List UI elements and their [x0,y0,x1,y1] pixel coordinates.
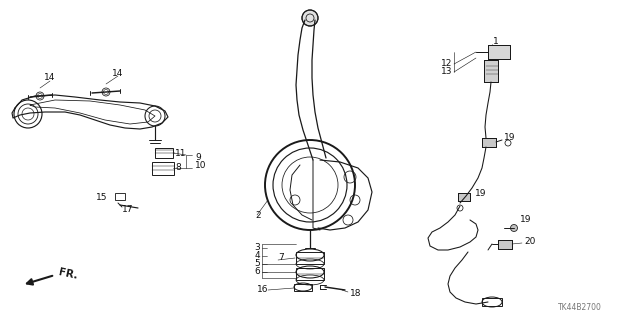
Text: 10: 10 [195,160,207,169]
Bar [458,193,470,201]
Bar [488,45,510,59]
Bar [296,252,324,264]
Text: 6: 6 [254,268,260,277]
Text: 18: 18 [350,288,362,298]
Text: 16: 16 [257,286,268,294]
Bar [152,162,174,175]
Text: 13: 13 [440,68,452,77]
Text: 17: 17 [122,205,134,214]
Bar [296,268,324,280]
Text: 5: 5 [254,259,260,269]
Text: 15: 15 [95,192,107,202]
Text: 9: 9 [195,153,201,162]
Text: 19: 19 [475,189,486,197]
Bar [498,240,512,249]
Text: 19: 19 [504,133,515,143]
Bar [484,60,498,82]
Bar [294,284,312,291]
Bar [498,240,512,249]
Bar [482,138,496,147]
Bar [482,138,496,147]
Circle shape [511,225,518,232]
Text: 8: 8 [175,164,180,173]
Text: TK44B2700: TK44B2700 [558,303,602,313]
Text: 19: 19 [520,216,531,225]
Bar [488,45,510,59]
Text: 12: 12 [440,60,452,69]
Bar [115,193,125,200]
Bar [155,148,173,158]
Text: 14: 14 [44,73,56,83]
Text: 1: 1 [493,38,499,47]
Text: 4: 4 [254,251,260,261]
Text: 7: 7 [278,254,284,263]
Bar [484,60,498,82]
Bar [458,193,470,201]
Circle shape [302,10,318,26]
Text: 3: 3 [254,243,260,253]
Text: FR.: FR. [58,267,79,281]
Bar [482,298,502,306]
Text: 2: 2 [255,211,260,219]
Text: 11: 11 [175,149,186,158]
Text: 14: 14 [112,69,124,78]
Text: 20: 20 [524,238,536,247]
